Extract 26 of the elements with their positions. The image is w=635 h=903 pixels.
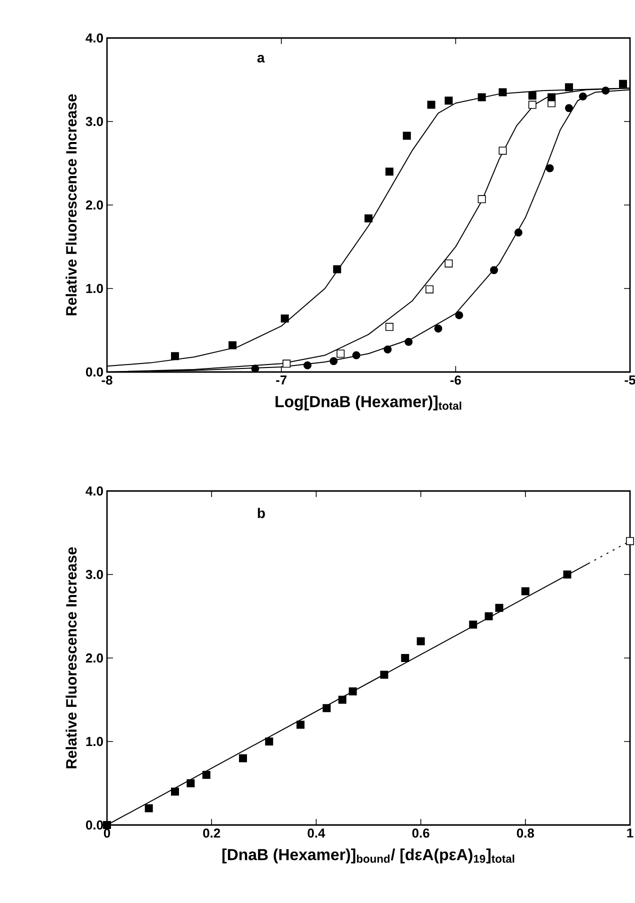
y-tick-label: 1.0 bbox=[86, 284, 103, 294]
y-tick-label: 2.0 bbox=[86, 200, 103, 210]
x-tick-label: -5 bbox=[624, 376, 635, 385]
y-tick-label: 4.0 bbox=[86, 33, 103, 43]
y-tick-label: 3.0 bbox=[86, 116, 103, 126]
x-axis-title: [DnaB (Hexamer)]$_{bound}$/ [dεA(pεA)$_{19}$]$_{total}$ bbox=[222, 848, 514, 864]
x-tick-label: 0.6 bbox=[412, 828, 430, 838]
y-tick-label: 0.0 bbox=[86, 820, 103, 830]
y-tick-label: 4.0 bbox=[86, 486, 103, 496]
y-tick-label: 1.0 bbox=[86, 736, 103, 746]
y-tick-label: 3.0 bbox=[86, 570, 103, 580]
x-tick-label: -6 bbox=[450, 376, 461, 385]
x-tick-label: 0.4 bbox=[308, 828, 326, 838]
y-axis-title: Relative Fluorescence Increase bbox=[66, 547, 77, 768]
annotation: b bbox=[258, 508, 265, 518]
x-axis-title: Log[DnaB (Hexamer)]$_{total}$ bbox=[276, 396, 462, 410]
x-tick-label: 0 bbox=[104, 828, 110, 838]
y-tick-label: 0.0 bbox=[86, 367, 103, 377]
y-axis-title: Relative Fluorescence Increase bbox=[66, 94, 77, 316]
x-tick-label: 1 bbox=[627, 828, 634, 838]
y-tick-label: 2.0 bbox=[86, 653, 103, 663]
x-tick-label: -8 bbox=[102, 376, 112, 385]
x-tick-label: 0.8 bbox=[516, 828, 534, 838]
x-tick-label: 0.2 bbox=[203, 828, 220, 838]
x-tick-label: -7 bbox=[276, 376, 287, 384]
annotation: a bbox=[257, 54, 265, 63]
